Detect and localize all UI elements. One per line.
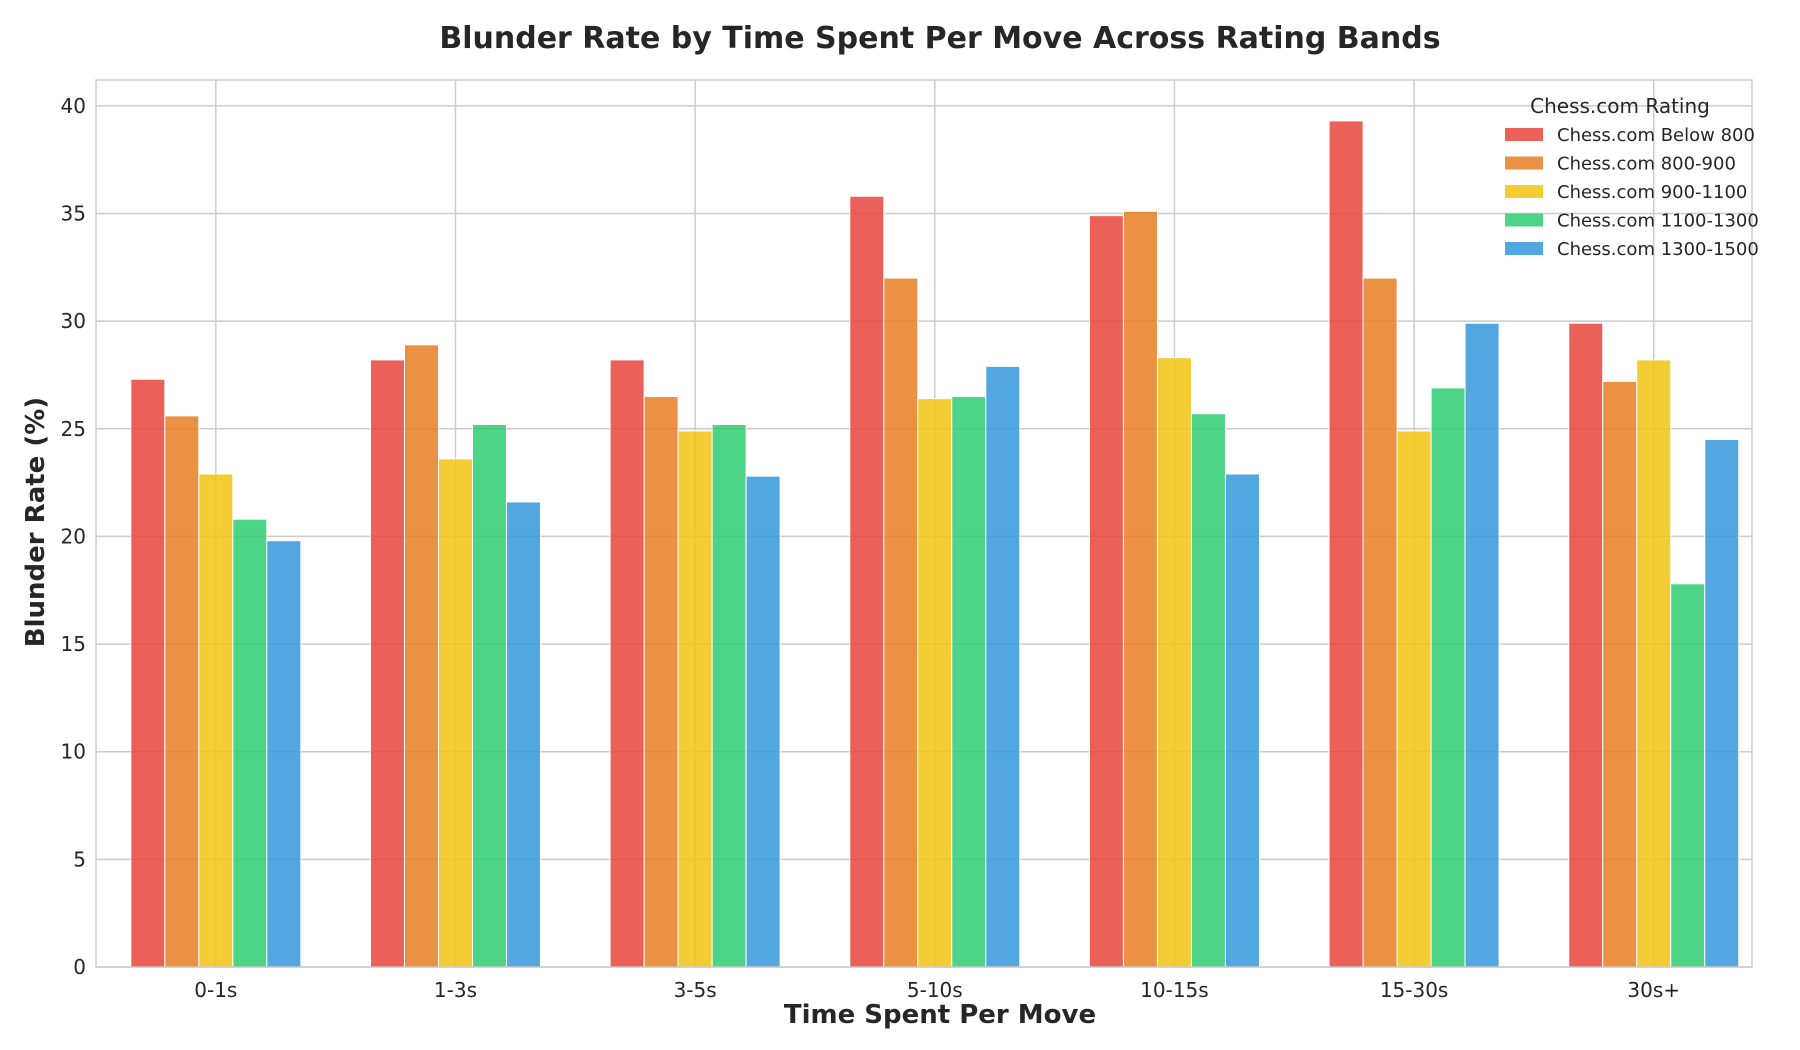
y-tick-label: 25	[61, 417, 86, 441]
bar	[1156, 357, 1192, 968]
x-tick-label: 30s+	[1627, 978, 1680, 1002]
y-tick-label: 35	[61, 201, 86, 225]
bar	[1464, 322, 1500, 968]
legend-swatch	[1505, 242, 1543, 255]
bar	[198, 473, 234, 968]
legend-entry: Chess.com Below 800	[1557, 125, 1755, 146]
x-tick-label: 5-10s	[907, 978, 963, 1002]
x-tick-label: 0-1s	[194, 978, 237, 1002]
bar	[1568, 322, 1604, 968]
bar	[232, 518, 268, 968]
bar	[643, 395, 679, 968]
legend: Chess.com Rating Chess.com Below 800 Chess…	[1505, 94, 1759, 260]
bars	[130, 120, 1740, 968]
bar	[164, 415, 200, 968]
y-axis-label: Blunder Rate (%)	[21, 397, 51, 647]
bar	[951, 395, 987, 968]
x-tick-label: 15-30s	[1380, 978, 1449, 1002]
bar	[1190, 413, 1226, 968]
legend-entry: Chess.com 800-900	[1557, 154, 1736, 175]
bar	[677, 430, 713, 968]
bar	[1122, 210, 1158, 968]
x-tick-label: 1-3s	[434, 978, 477, 1002]
bar	[130, 378, 166, 968]
y-tick-label: 5	[73, 847, 86, 871]
bar	[1088, 215, 1124, 968]
bar	[1670, 583, 1706, 968]
plot-frame	[95, 79, 1753, 968]
bar	[1396, 430, 1432, 968]
y-tick-label: 10	[61, 740, 86, 764]
legend-title: Chess.com Rating	[1530, 94, 1710, 118]
legend-entry: Chess.com 1100-1300	[1557, 211, 1759, 232]
bar	[985, 365, 1021, 968]
bar	[471, 423, 507, 968]
bar	[917, 398, 953, 968]
bar	[1362, 277, 1398, 968]
bar	[1636, 359, 1672, 968]
chart-title: Blunder Rate by Time Spent Per Move Acro…	[439, 21, 1440, 56]
legend-swatch	[1505, 213, 1543, 227]
bar	[1430, 387, 1466, 968]
bar	[403, 344, 439, 968]
bar	[1328, 120, 1364, 968]
bar	[266, 540, 302, 968]
legend-entry: Chess.com 900-1100	[1557, 182, 1747, 203]
y-tick-label: 40	[61, 94, 86, 118]
x-tick-label: 10-15s	[1140, 978, 1209, 1002]
y-tick-label: 0	[73, 955, 86, 979]
y-axis-ticks: 0 5 10 15 20 25 30 35 40	[61, 94, 86, 979]
y-tick-label: 30	[61, 309, 86, 333]
y-tick-label: 15	[61, 632, 86, 656]
x-tick-label: 3-5s	[674, 978, 717, 1002]
legend-swatch	[1505, 185, 1543, 198]
legend-swatch	[1505, 128, 1543, 141]
bar	[745, 475, 781, 968]
bar	[437, 458, 473, 968]
x-axis-label: Time Spent Per Move	[784, 1000, 1096, 1030]
bar	[505, 501, 541, 968]
y-tick-label: 20	[61, 524, 86, 548]
bar	[609, 359, 645, 968]
bar	[369, 359, 405, 968]
x-axis-ticks: 0-1s 1-3s 3-5s 5-10s 10-15s 15-30s 30s+	[194, 978, 1680, 1002]
bar	[1224, 473, 1260, 968]
legend-swatch	[1505, 156, 1543, 170]
bar	[883, 277, 919, 968]
bar	[711, 423, 747, 968]
bar	[1602, 380, 1638, 968]
legend-entry: Chess.com 1300-1500	[1557, 239, 1759, 260]
bar	[1704, 439, 1740, 968]
bar	[849, 195, 885, 968]
